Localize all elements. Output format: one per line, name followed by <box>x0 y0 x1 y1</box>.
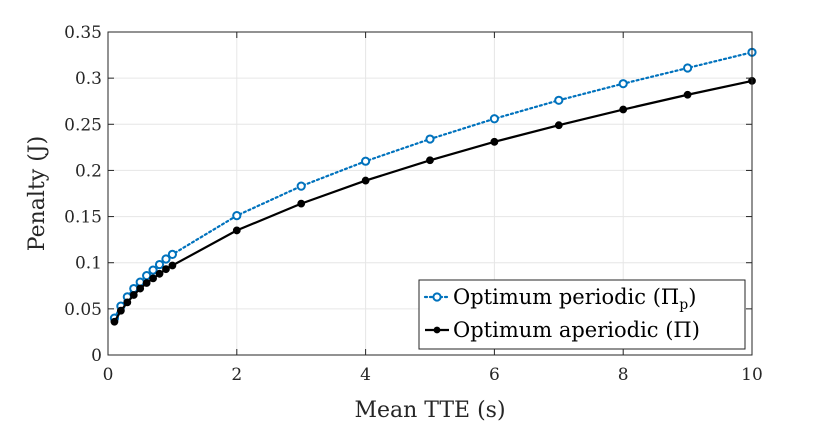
data-point <box>154 259 165 270</box>
data-point <box>149 274 157 283</box>
x-tick-label: 8 <box>618 365 629 385</box>
data-point <box>683 90 692 99</box>
x-tick-label: 4 <box>360 365 371 385</box>
y-tick-label: 0.25 <box>64 115 102 135</box>
y-tick-label: 0.35 <box>64 23 102 43</box>
data-point <box>683 63 693 73</box>
data-point <box>618 79 628 89</box>
data-point <box>296 181 306 191</box>
data-point <box>168 261 177 270</box>
data-point <box>554 95 564 105</box>
data-point <box>136 284 145 293</box>
legend-item: Optimum aperiodic (Π) <box>425 318 700 342</box>
y-axis-label: Penalty (J) <box>25 136 50 251</box>
data-point <box>162 265 170 274</box>
ticks <box>107 31 753 356</box>
y-tick-label: 0.05 <box>64 300 102 320</box>
data-point <box>161 254 171 264</box>
data-point <box>232 226 241 235</box>
data-point <box>489 114 499 124</box>
x-tick-label: 10 <box>741 365 763 385</box>
legend: Optimum periodic (Πp) Optimum aperiodic (… <box>418 279 746 350</box>
x-tick-label: 6 <box>489 365 500 385</box>
data-point <box>232 211 242 221</box>
data-point <box>148 265 158 275</box>
data-point <box>135 277 145 287</box>
axes-box <box>107 31 753 356</box>
legend-swatch-marker <box>432 292 442 302</box>
tick-labels: 0 2 4 6 8 10 0 0.05 0.1 0.15 0.2 0.25 0.3 0.35 <box>64 23 763 385</box>
legend-label: Optimum aperiodic (Π) <box>453 318 700 342</box>
data-point <box>155 269 164 278</box>
legend-item: Optimum periodic (Πp) <box>423 285 696 313</box>
data-point <box>123 298 132 307</box>
y-tick-label: 0.2 <box>75 161 102 181</box>
legend-box <box>418 279 746 350</box>
x-axis-label: Mean TTE (s) <box>354 398 505 423</box>
x-tick-label: 0 <box>103 365 114 385</box>
data-point <box>619 105 628 114</box>
data-point <box>361 176 370 185</box>
series-1 <box>110 77 756 326</box>
data-point <box>110 317 119 326</box>
data-point <box>425 134 435 144</box>
data-point <box>167 249 177 260</box>
data-point <box>142 279 151 287</box>
y-tick-label: 0 <box>91 346 102 366</box>
data-point <box>554 121 563 130</box>
legend-swatch-marker <box>433 326 441 334</box>
data-point <box>129 291 138 299</box>
y-tick-label: 0.15 <box>64 208 102 228</box>
data-point <box>142 271 152 281</box>
y-tick-label: 0.3 <box>75 69 102 89</box>
y-tick-label: 0.1 <box>75 254 102 274</box>
data-point <box>116 306 125 315</box>
data-point <box>490 137 499 146</box>
data-point <box>426 156 434 165</box>
data-point <box>361 156 371 166</box>
x-tick-label: 2 <box>231 365 242 385</box>
data-point <box>297 199 306 208</box>
legend-label: Optimum periodic (Πp) <box>453 285 696 313</box>
